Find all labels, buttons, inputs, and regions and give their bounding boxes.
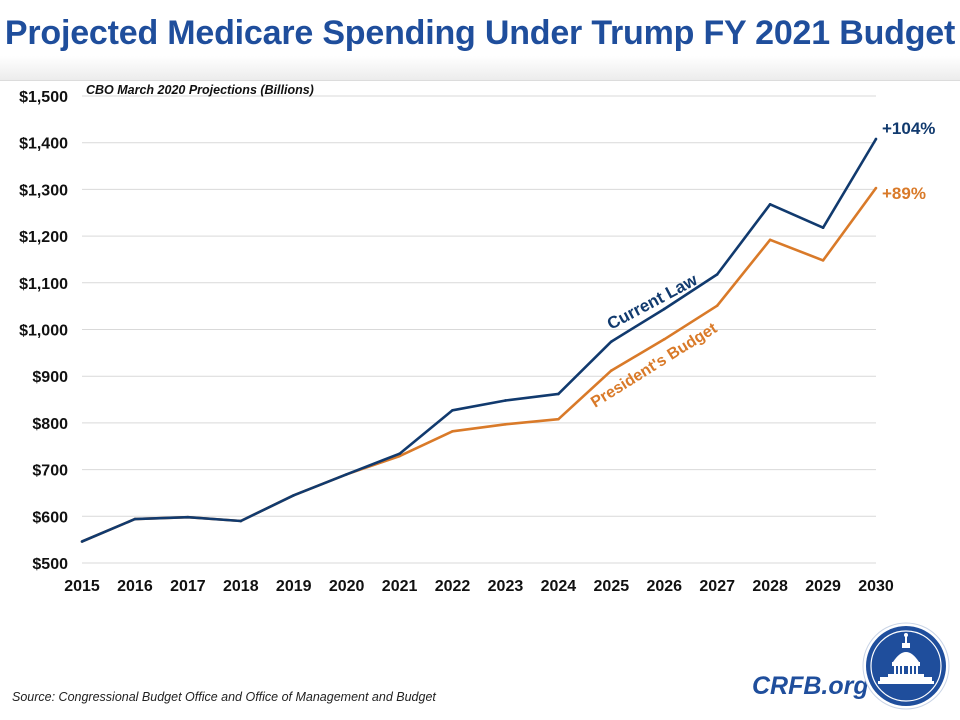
data-point [715,273,719,276]
data-point [662,338,666,341]
y-tick-label: $1,200 [19,229,68,246]
y-axis-ticks: $500 $600 $700 $800 $900 $1,000 $1,100 $1,200 $1… [19,89,68,573]
x-tick-label: 2022 [435,578,471,595]
y-tick-label: $1,300 [19,182,68,199]
data-point [768,238,772,242]
data-point [662,307,666,311]
series-line-current-law [81,138,878,543]
x-tick-label: 2029 [805,578,841,595]
y-tick-label: $700 [32,463,68,480]
x-tick-label: 2023 [488,578,524,595]
data-point [451,408,454,412]
capitol-dome-seal-icon [862,622,950,710]
data-point [610,340,613,343]
y-tick-label: $600 [32,509,68,526]
x-tick-label: 2019 [276,578,312,595]
data-point [239,519,243,523]
x-tick-label: 2021 [382,578,418,595]
y-tick-label: $1,100 [19,276,68,293]
data-point [610,369,613,372]
x-tick-label: 2025 [594,578,630,595]
chart-subtitle: CBO March 2020 Projections (Billions) [86,83,314,97]
x-tick-label: 2024 [541,578,577,595]
x-tick-label: 2030 [858,578,894,595]
source-note: Source: Congressional Budget Office and … [12,690,436,704]
data-point [398,454,401,458]
data-point [186,515,190,519]
data-point [557,392,560,396]
x-tick-label: 2018 [223,578,259,595]
data-point [504,423,507,426]
data-point [504,399,507,402]
y-tick-label: $800 [32,416,68,433]
series-labels: +89%President's Budget+104%Current Law [588,119,935,411]
x-tick-label: 2020 [329,578,365,595]
data-point [133,517,137,521]
x-tick-label: 2017 [170,578,206,595]
x-tick-label: 2016 [117,578,153,595]
y-tick-label: $500 [32,556,68,573]
end-label: +104% [882,119,935,138]
header-bar: Projected Medicare Spending Under Trump … [0,0,960,81]
series-name-label: President's Budget [588,320,721,412]
gridlines [82,95,876,564]
y-tick-label: $1,500 [19,89,68,106]
y-tick-label: $1,000 [19,323,68,340]
x-tick-label: 2027 [699,578,735,595]
data-point [821,259,825,262]
data-point [715,304,719,307]
data-point [398,452,401,456]
data-point [451,430,454,433]
y-tick-label: $900 [32,369,68,386]
site-link[interactable]: CRFB.org [752,672,869,700]
y-tick-label: $1,400 [19,136,68,153]
page-title: Projected Medicare Spending Under Trump … [4,14,956,52]
data-point [768,203,772,206]
data-point [557,417,560,421]
data-point [821,226,825,229]
series-line-presidents-budget [81,187,878,543]
x-tick-label: 2026 [646,578,682,595]
data-point [80,540,84,543]
end-label: +89% [882,184,926,203]
data-point [292,493,296,497]
data-point [874,186,878,190]
x-axis-ticks: 2015 2016 2017 2018 2019 2020 2021 2022 2023 2024… [64,578,894,595]
x-tick-label: 2015 [64,578,100,595]
x-tick-label: 2028 [752,578,788,595]
data-point [345,472,348,476]
series-lines [80,137,878,543]
data-point [874,137,878,141]
